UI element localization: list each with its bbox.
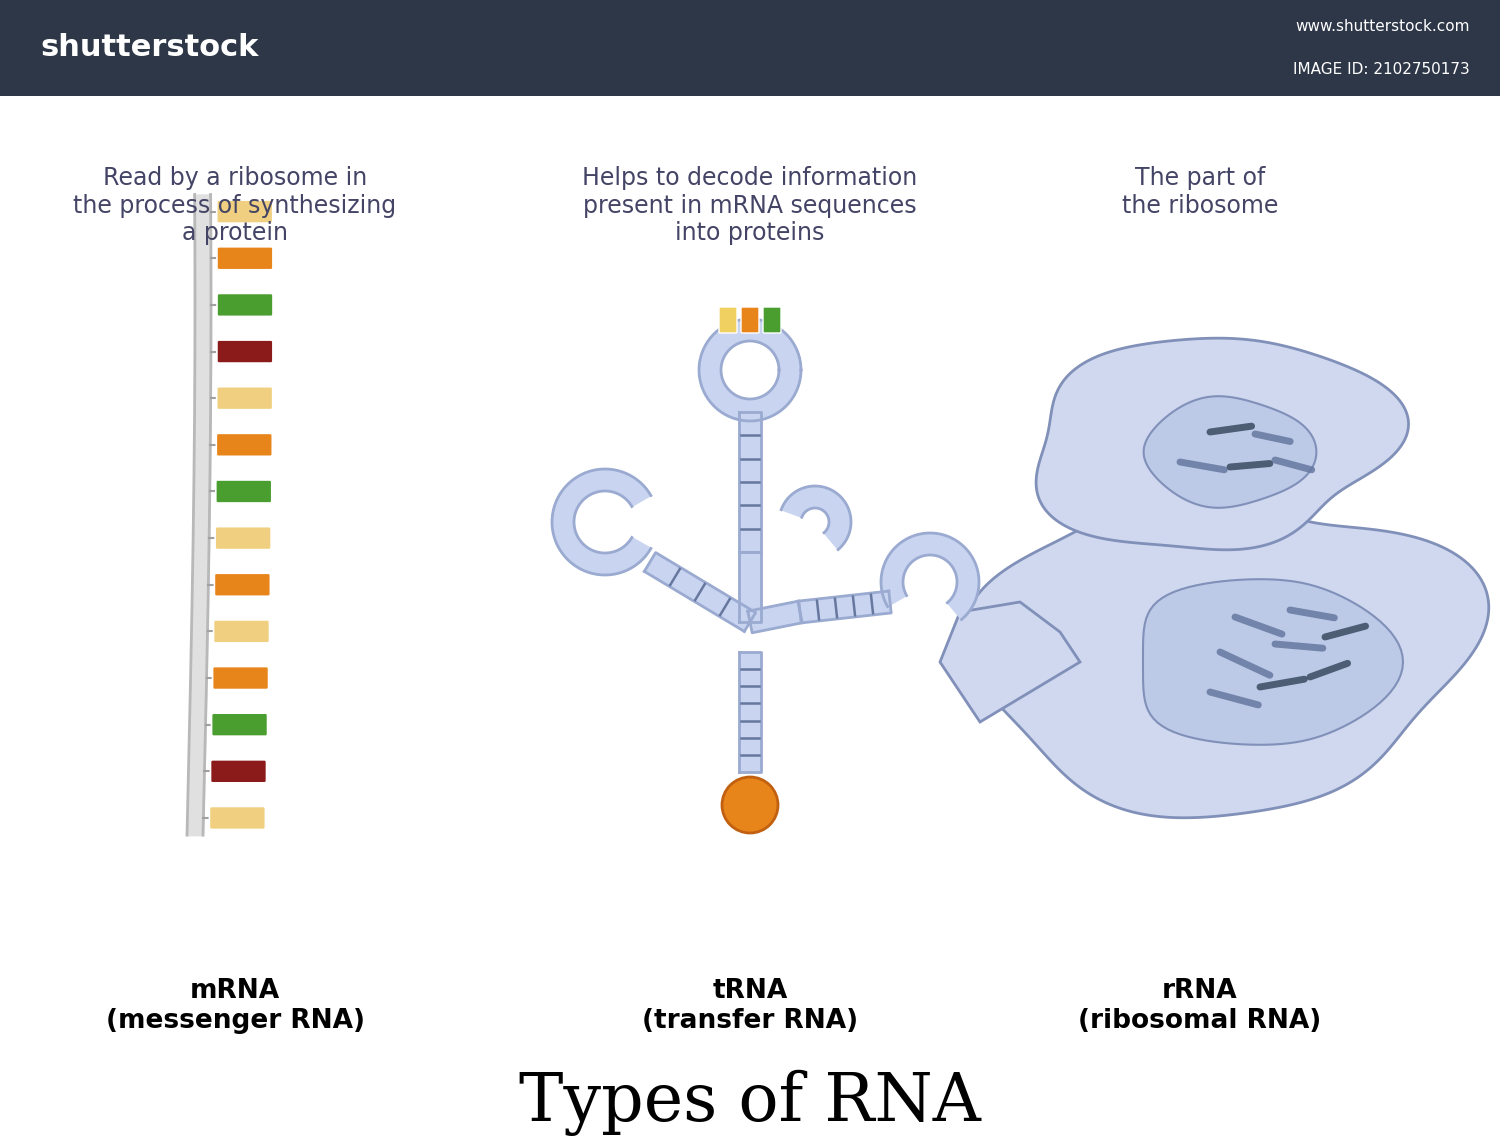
Polygon shape — [963, 490, 1490, 818]
Text: The part of
the ribosome: The part of the ribosome — [1122, 166, 1278, 217]
FancyBboxPatch shape — [211, 713, 267, 737]
Bar — [0, 0, 1500, 96]
Text: tRNA
(transfer RNA): tRNA (transfer RNA) — [642, 978, 858, 1034]
Text: shutterstock: shutterstock — [40, 33, 258, 63]
FancyBboxPatch shape — [214, 573, 270, 596]
Polygon shape — [699, 319, 801, 421]
FancyBboxPatch shape — [764, 307, 782, 333]
FancyBboxPatch shape — [213, 667, 268, 690]
FancyBboxPatch shape — [741, 307, 759, 333]
FancyBboxPatch shape — [213, 620, 270, 643]
Polygon shape — [800, 591, 891, 623]
Polygon shape — [748, 602, 802, 633]
FancyBboxPatch shape — [214, 526, 272, 549]
FancyBboxPatch shape — [217, 340, 273, 363]
FancyBboxPatch shape — [210, 807, 266, 829]
FancyBboxPatch shape — [718, 307, 736, 333]
Polygon shape — [552, 469, 651, 575]
Polygon shape — [740, 412, 760, 553]
Text: Helps to decode information
present in mRNA sequences
into proteins: Helps to decode information present in m… — [582, 166, 918, 246]
Polygon shape — [1036, 339, 1408, 550]
Text: Types of RNA: Types of RNA — [519, 1070, 981, 1136]
Polygon shape — [740, 652, 760, 772]
FancyBboxPatch shape — [216, 387, 273, 410]
FancyBboxPatch shape — [216, 480, 272, 503]
FancyBboxPatch shape — [217, 247, 273, 270]
Circle shape — [722, 777, 778, 833]
Polygon shape — [782, 486, 850, 549]
Text: rRNA
(ribosomal RNA): rRNA (ribosomal RNA) — [1078, 978, 1322, 1034]
Polygon shape — [740, 553, 760, 622]
Polygon shape — [1143, 579, 1402, 745]
Text: www.shutterstock.com: www.shutterstock.com — [1296, 19, 1470, 34]
Polygon shape — [880, 533, 980, 620]
Text: IMAGE ID: 2102750173: IMAGE ID: 2102750173 — [1293, 62, 1470, 77]
FancyBboxPatch shape — [217, 293, 273, 317]
FancyBboxPatch shape — [216, 200, 273, 223]
Text: mRNA
(messenger RNA): mRNA (messenger RNA) — [105, 978, 364, 1034]
FancyBboxPatch shape — [216, 434, 273, 456]
Polygon shape — [940, 602, 1080, 722]
Text: Read by a ribosome in
the process of synthesizing
a protein: Read by a ribosome in the process of syn… — [74, 166, 396, 246]
Polygon shape — [1143, 396, 1317, 508]
Polygon shape — [645, 553, 756, 631]
FancyBboxPatch shape — [210, 760, 267, 782]
